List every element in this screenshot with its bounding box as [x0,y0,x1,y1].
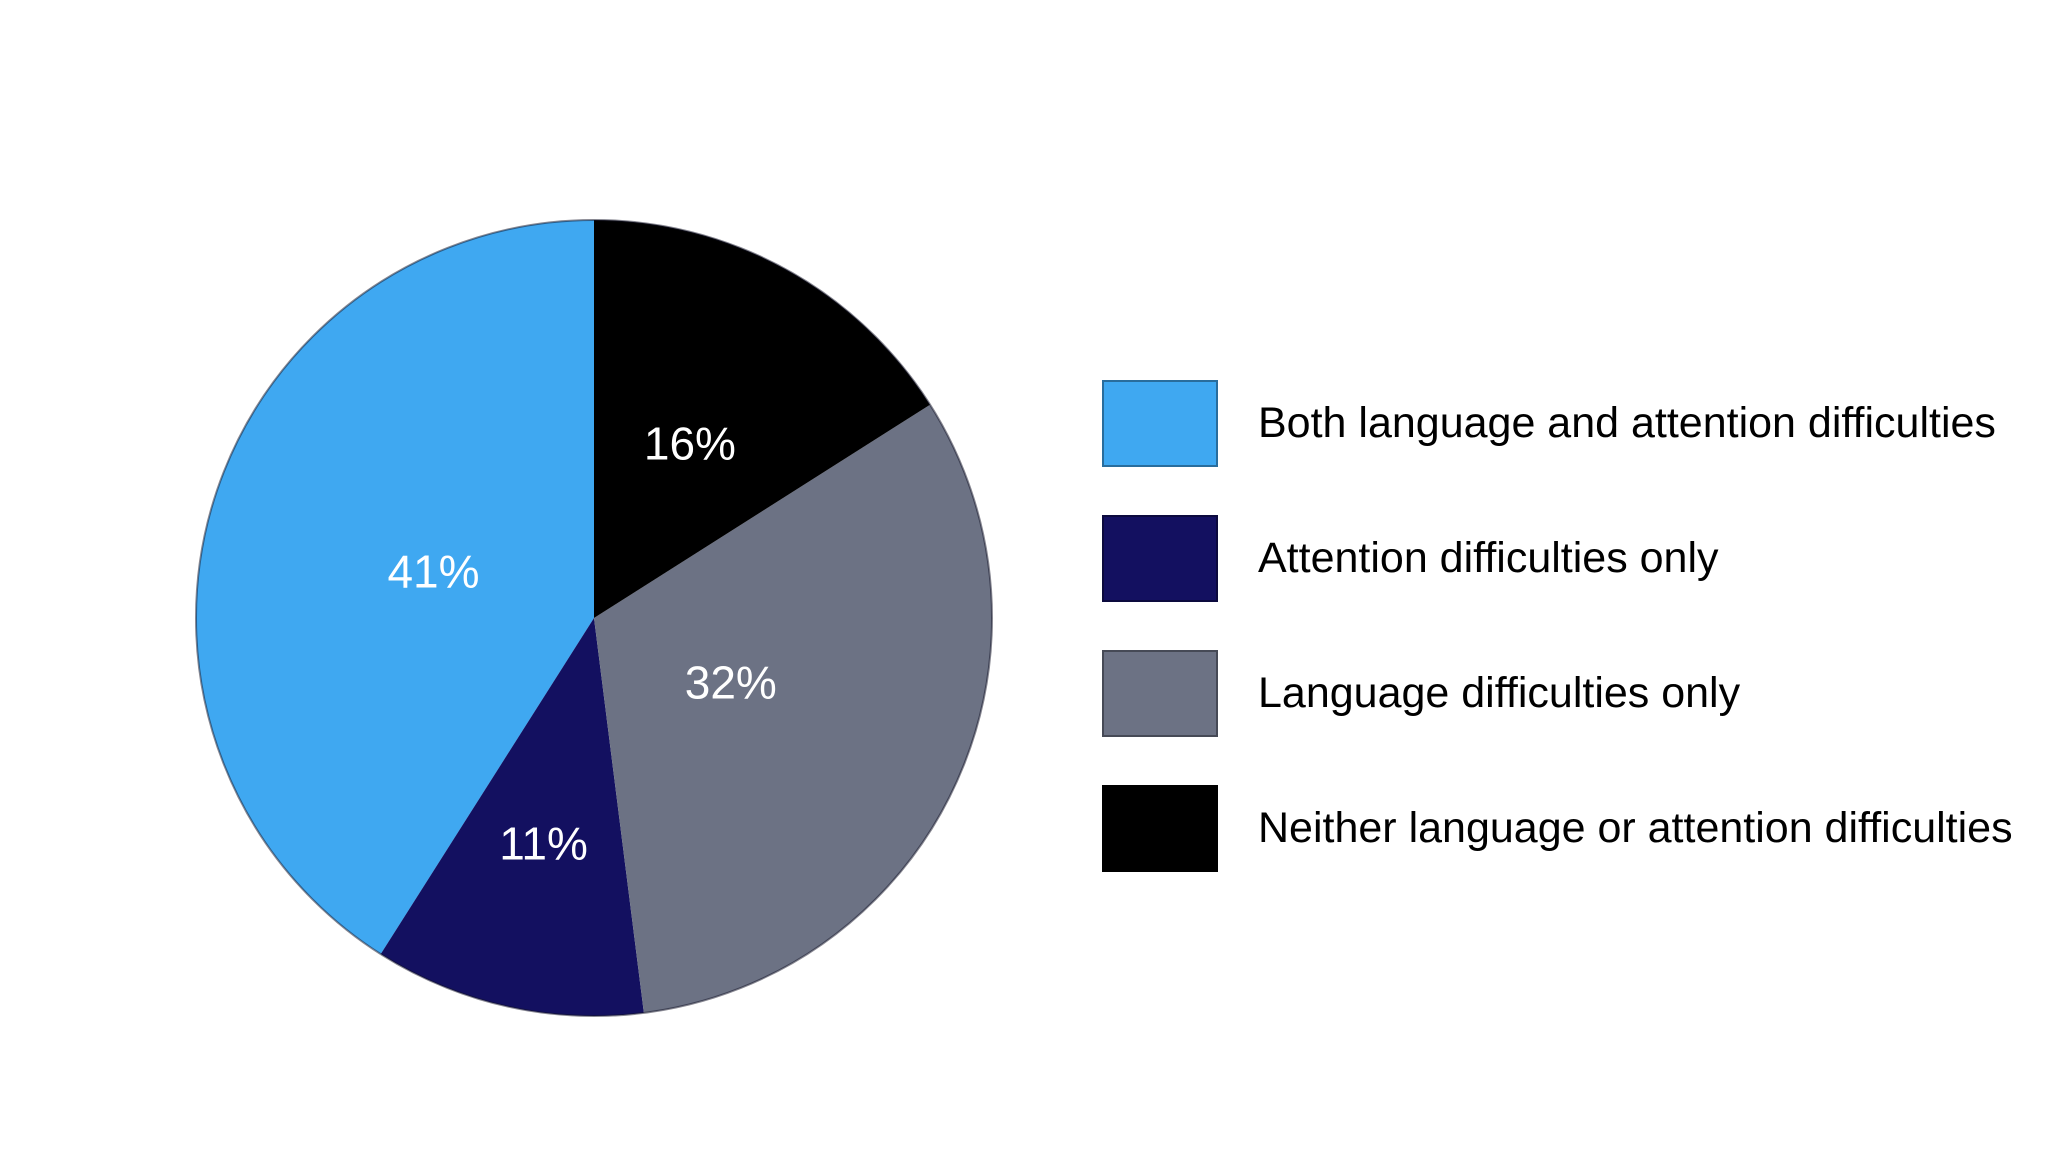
slice-percent-label-1: 11% [499,817,588,869]
legend-swatch-3 [1102,785,1218,872]
pie-slice-2 [594,404,992,1013]
legend-item-3: Neither language or attention difficulti… [1102,785,2022,872]
legend-label-2: Language difficulties only [1258,669,1741,717]
legend-label-0: Both language and attention difficulties [1258,399,1996,447]
pie-slice-0 [196,220,594,955]
legend-swatch-0 [1102,380,1218,467]
pie-outline [195,219,993,1017]
legend: Both language and attention difficulties… [1102,380,2022,920]
legend-swatch-1 [1102,515,1218,602]
legend-label-1: Attention difficulties only [1258,534,1719,582]
legend-label-3: Neither language or attention difficulti… [1258,804,2013,852]
pie-slice-1 [380,618,644,1016]
legend-item-0: Both language and attention difficulties [1102,380,2022,467]
slice-percent-label-3: 16% [644,418,736,470]
pie-slice-3 [594,220,931,618]
slice-percent-label-0: 41% [387,545,479,597]
legend-swatch-2 [1102,650,1218,737]
slice-percent-label-2: 32% [685,656,777,708]
legend-item-1: Attention difficulties only [1102,515,2022,602]
legend-item-2: Language difficulties only [1102,650,2022,737]
